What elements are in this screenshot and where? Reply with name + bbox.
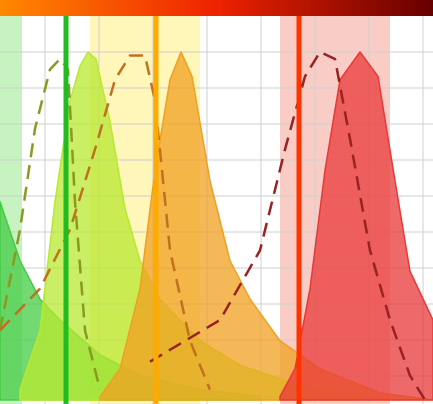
spectrum-line <box>0 57 102 390</box>
spectrum-line <box>149 50 427 401</box>
spectrum-area <box>279 51 433 401</box>
spectrum-bar <box>0 0 433 16</box>
spectrum-line <box>0 54 212 391</box>
